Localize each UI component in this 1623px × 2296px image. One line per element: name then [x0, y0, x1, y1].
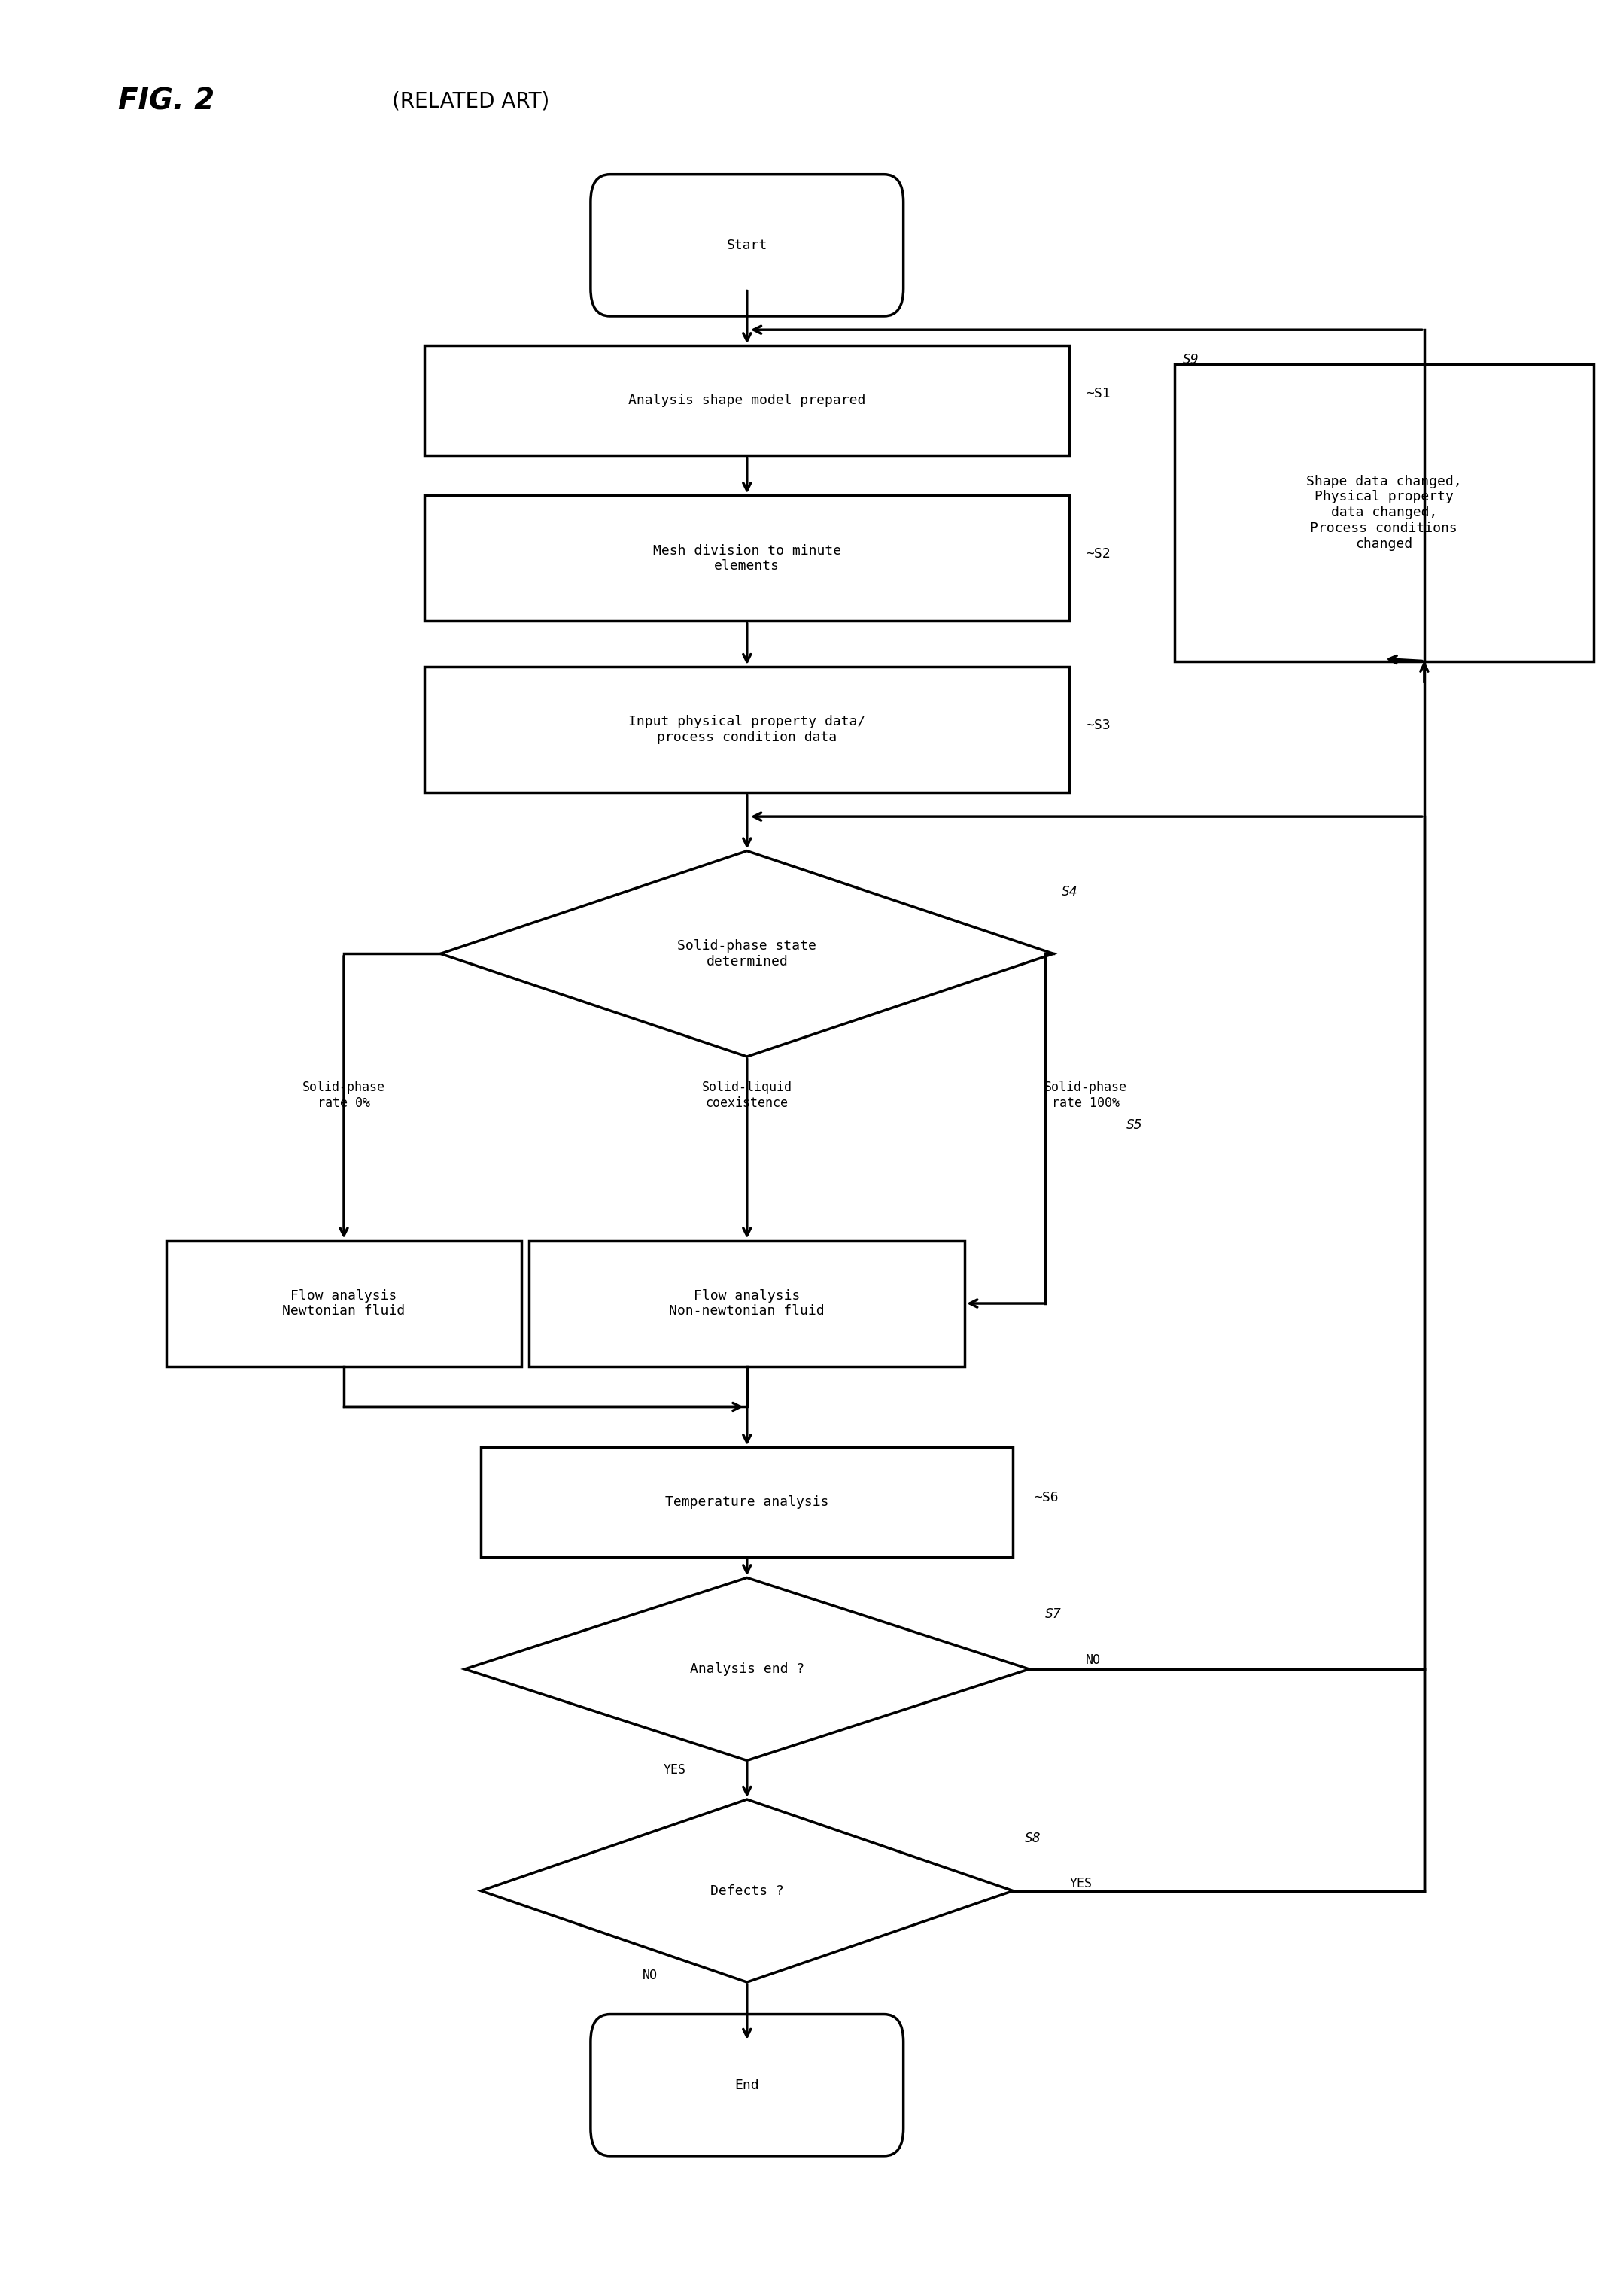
Polygon shape [464, 1577, 1029, 1761]
Text: ~S2: ~S2 [1086, 546, 1110, 560]
Text: Input physical property data/
process condition data: Input physical property data/ process co… [628, 714, 865, 744]
Text: Temperature analysis: Temperature analysis [665, 1495, 829, 1508]
Text: ~S1: ~S1 [1086, 388, 1110, 400]
Text: ~S6: ~S6 [1034, 1490, 1058, 1504]
Text: YES: YES [1070, 1878, 1092, 1890]
Polygon shape [480, 1800, 1013, 1981]
Text: Solid-liquid
coexistence: Solid-liquid coexistence [701, 1081, 792, 1109]
Text: Solid-phase
rate 100%: Solid-phase rate 100% [1044, 1081, 1126, 1109]
Bar [529, 1240, 964, 1366]
Text: Analysis end ?: Analysis end ? [690, 1662, 805, 1676]
Text: Shape data changed,
Physical property
data changed,
Process conditions
changed: Shape data changed, Physical property da… [1307, 475, 1462, 551]
Bar [1175, 365, 1594, 661]
Text: FIG. 2: FIG. 2 [118, 87, 214, 115]
Text: S9: S9 [1183, 354, 1199, 367]
Text: Solid-phase
rate 0%: Solid-phase rate 0% [302, 1081, 385, 1109]
Text: S5: S5 [1126, 1118, 1143, 1132]
Bar [425, 496, 1070, 622]
Text: S4: S4 [1061, 886, 1078, 898]
FancyBboxPatch shape [591, 2014, 904, 2156]
Text: Flow analysis
Newtonian fluid: Flow analysis Newtonian fluid [282, 1288, 406, 1318]
Text: Flow analysis
Non-newtonian fluid: Flow analysis Non-newtonian fluid [669, 1288, 824, 1318]
Bar [425, 666, 1070, 792]
FancyBboxPatch shape [591, 174, 904, 317]
Text: Analysis shape model prepared: Analysis shape model prepared [628, 395, 865, 406]
Text: Solid-phase state
determined: Solid-phase state determined [677, 939, 816, 969]
Text: (RELATED ART): (RELATED ART) [393, 90, 550, 113]
Text: Start: Start [727, 239, 768, 253]
Text: S8: S8 [1024, 1832, 1040, 1846]
Text: S7: S7 [1045, 1607, 1061, 1621]
Text: ~S3: ~S3 [1086, 719, 1110, 732]
Bar [480, 1446, 1013, 1557]
Text: NO: NO [643, 1968, 657, 1981]
Text: Defects ?: Defects ? [711, 1885, 784, 1896]
Polygon shape [440, 852, 1053, 1056]
Text: YES: YES [664, 1763, 687, 1777]
Text: NO: NO [1086, 1653, 1100, 1667]
Text: End: End [735, 2078, 760, 2092]
Bar [167, 1240, 521, 1366]
Bar [425, 347, 1070, 455]
Text: Mesh division to minute
elements: Mesh division to minute elements [652, 544, 841, 574]
